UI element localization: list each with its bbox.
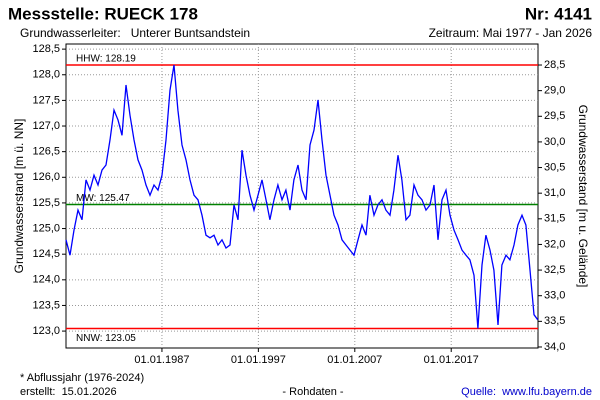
y2-axis-label: Grundwasserstand [m u. Gelände] — [576, 105, 590, 288]
subtitle: Grundwasserleiter: Unterer Buntsandstein — [20, 26, 250, 40]
y-tick-label: 127,5 — [32, 94, 60, 106]
y-tick-label: 126,5 — [32, 146, 60, 158]
x-tick-label: 01.01.1997 — [231, 354, 286, 366]
series-line — [65, 64, 539, 329]
x-tick-label: 01.01.1987 — [134, 354, 189, 366]
y-tick-label: 125,5 — [32, 197, 60, 209]
y-tick-label: 125,0 — [32, 222, 60, 234]
y-tick-label: 124,0 — [32, 274, 60, 286]
y2-tick-label: 32,5 — [544, 264, 565, 276]
footnote: * Abflussjahr (1976-2024) — [20, 372, 144, 384]
y-tick-label: 126,0 — [32, 171, 60, 183]
y2-tick-label: 33,5 — [544, 315, 565, 327]
reference-label: MW: 125.47 — [76, 193, 130, 204]
station-number: Nr: 4141 — [525, 4, 592, 23]
y-tick-label: 128,0 — [32, 69, 60, 81]
y-axis-label: Grundwasserstand [m ü. NN] — [12, 119, 26, 274]
y-tick-label: 123,0 — [32, 325, 60, 337]
y2-tick-label: 33,0 — [544, 290, 565, 302]
y2-tick-label: 31,0 — [544, 187, 565, 199]
y2-tick-label: 28,5 — [544, 59, 565, 71]
period: Zeitraum: Mai 1977 - Jan 2026 — [429, 26, 593, 40]
y-tick-label: 127,0 — [32, 120, 60, 132]
reference-label: HHW: 128.19 — [76, 54, 136, 65]
y2-tick-label: 30,0 — [544, 136, 565, 148]
x-tick-label: 01.01.2017 — [424, 354, 479, 366]
data-kind: - Rohdaten - — [282, 386, 343, 398]
y2-tick-label: 31,5 — [544, 213, 565, 225]
chart-title: Messstelle: RUECK 178 — [8, 4, 198, 23]
y2-tick-label: 32,0 — [544, 238, 565, 250]
y-tick-label: 128,5 — [32, 43, 60, 55]
created: erstellt: 15.01.2026 — [20, 386, 117, 398]
x-tick-label: 01.01.2007 — [327, 354, 382, 366]
y2-tick-label: 29,5 — [544, 110, 565, 122]
source: Quelle: www.lfu.bayern.de — [461, 386, 592, 398]
y2-tick-label: 30,5 — [544, 161, 565, 173]
y2-tick-label: 34,0 — [544, 341, 565, 353]
y2-tick-label: 29,0 — [544, 85, 565, 97]
y-tick-label: 123,5 — [32, 299, 60, 311]
plot-frame — [65, 43, 539, 349]
reference-label: NNW: 123.05 — [76, 333, 136, 344]
y-tick-label: 124,5 — [32, 248, 60, 260]
